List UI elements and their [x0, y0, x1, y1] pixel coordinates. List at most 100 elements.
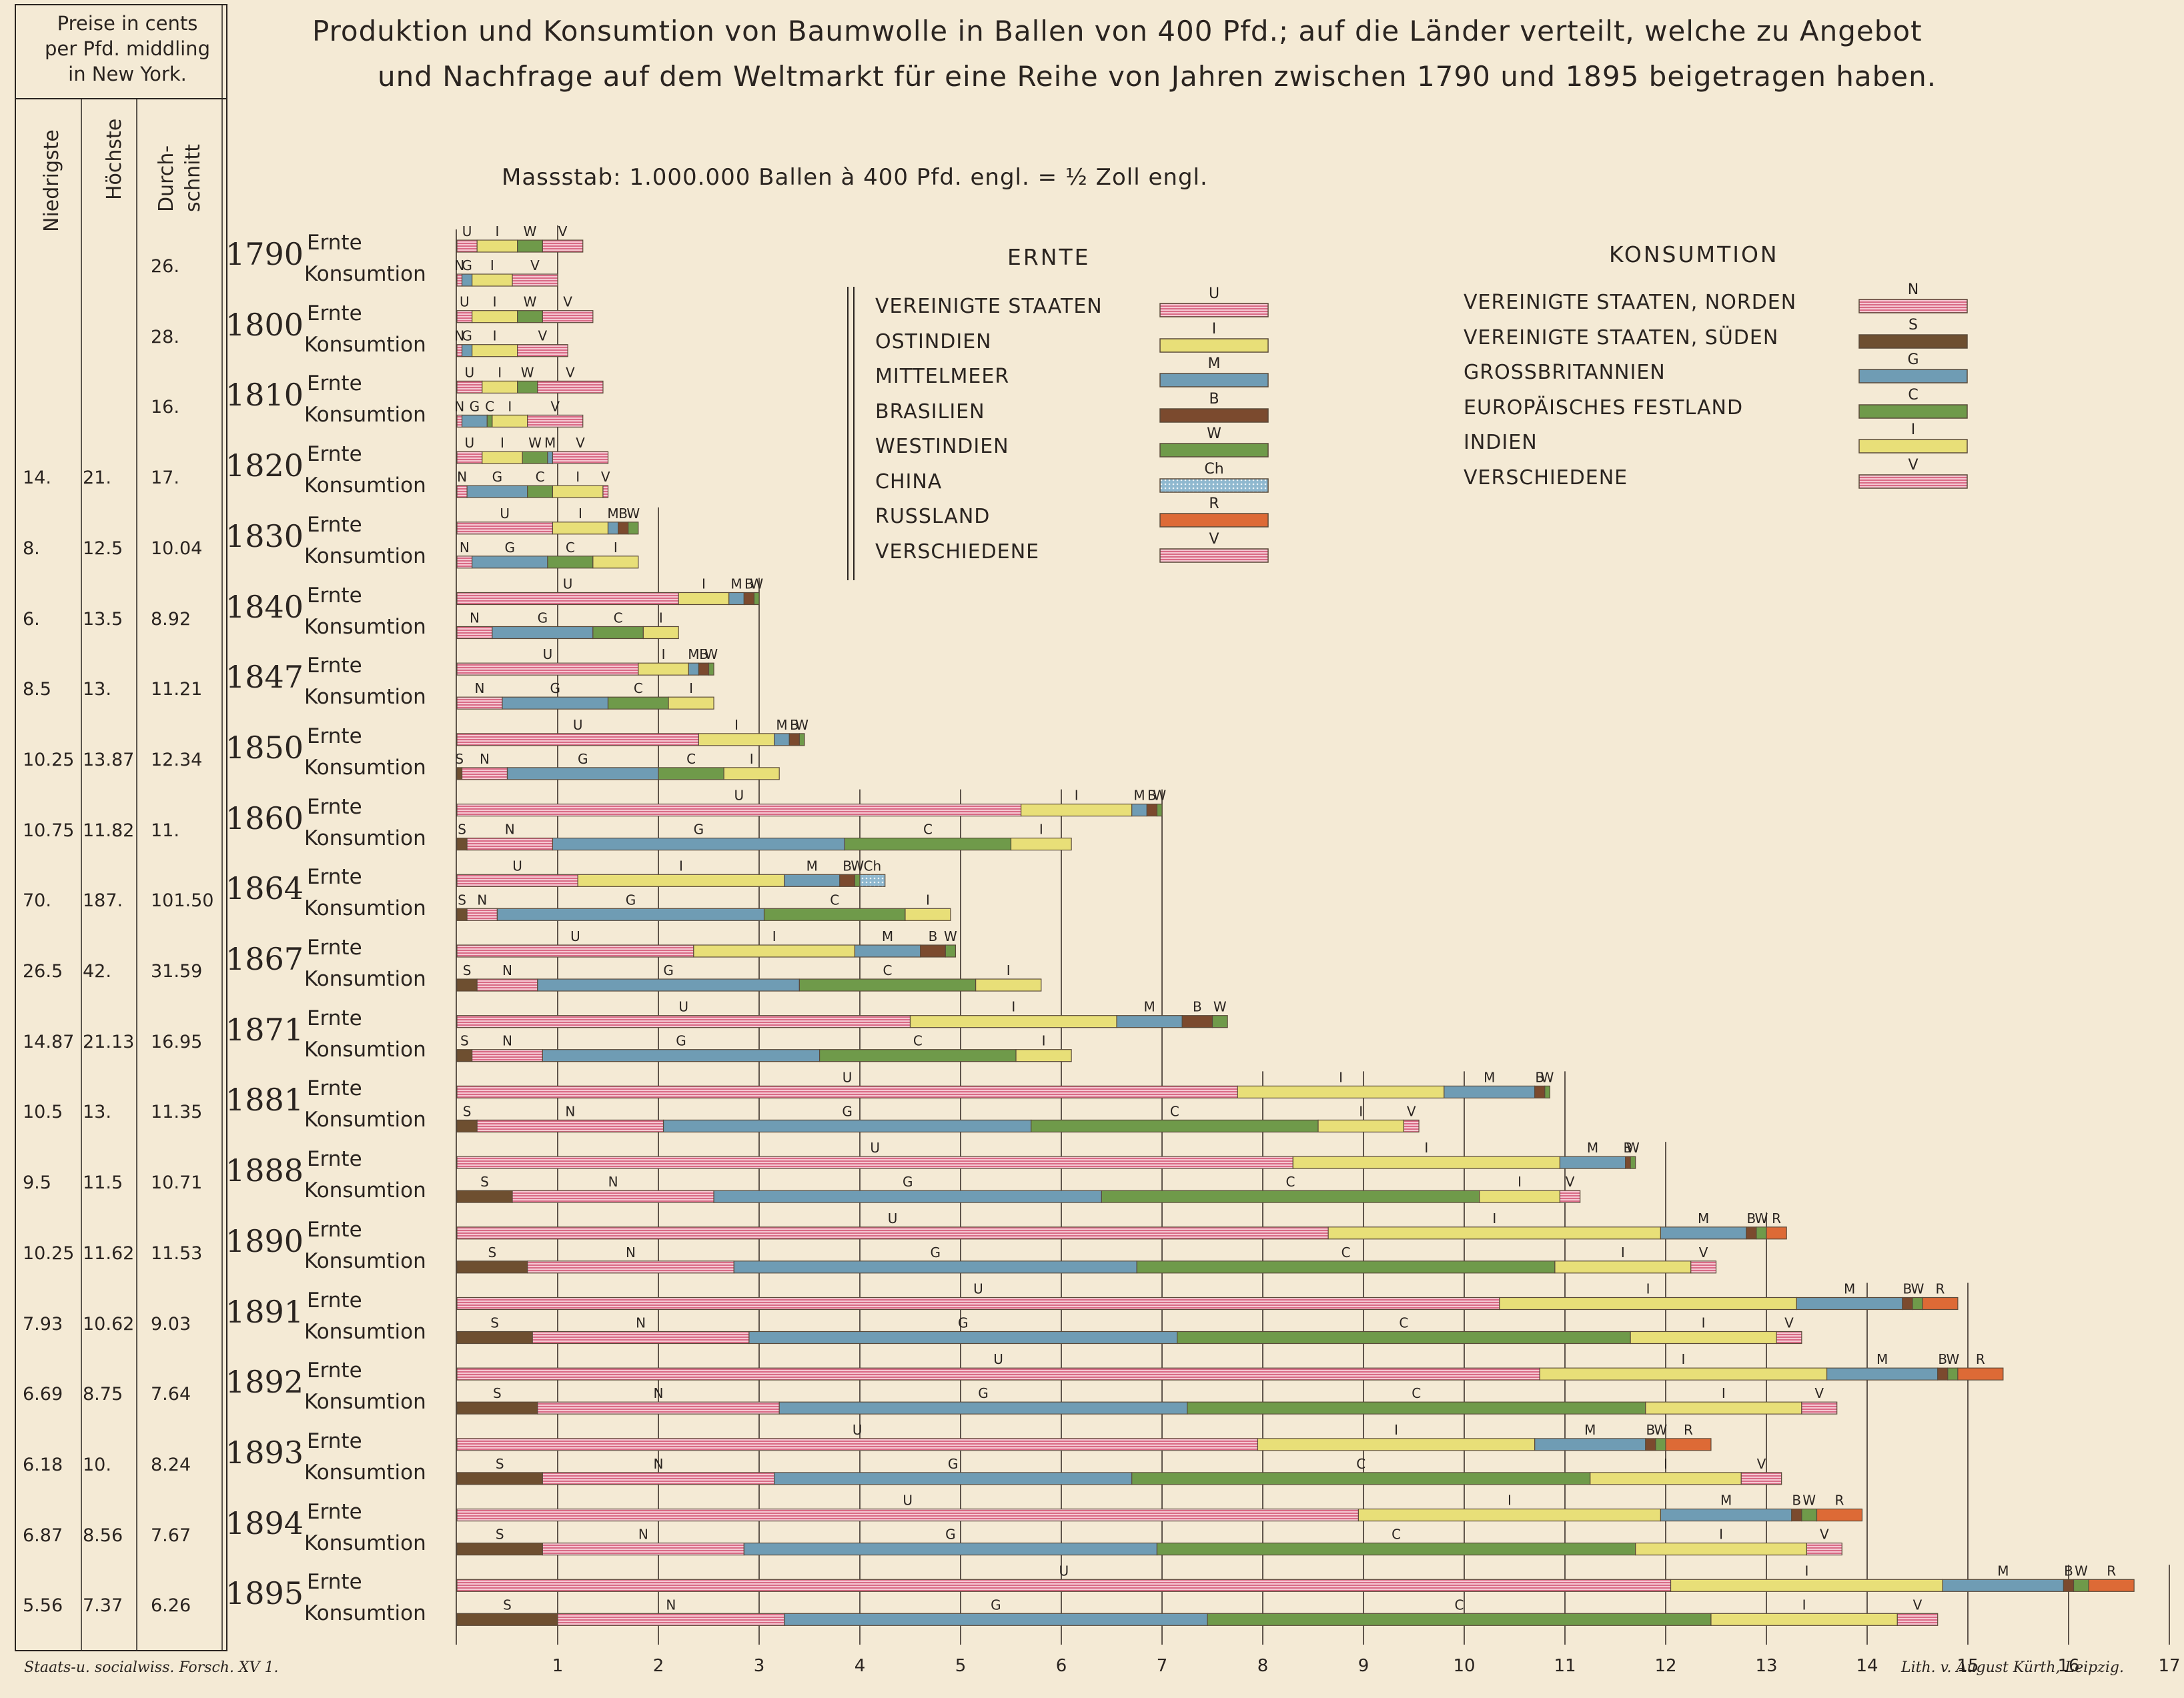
bar-ernte-w — [708, 662, 714, 676]
bar-konsumtion-n — [456, 696, 503, 710]
bar-konsumtion-s — [456, 978, 478, 992]
price-lowest: 14. — [23, 468, 51, 489]
bar-konsumtion-n — [466, 908, 498, 921]
row-label-consumption: Konsumtion — [304, 403, 426, 428]
bar-ernte-i — [482, 380, 518, 394]
legend-crop-w-swatch — [1159, 443, 1269, 458]
year-label: 1790 — [225, 236, 304, 272]
row-label-consumption: Konsumtion — [304, 1248, 426, 1273]
bar-ernte-w — [1912, 1297, 1923, 1311]
segment-code-label: W — [1911, 1281, 1925, 1297]
bar-konsumtion-s — [456, 1543, 543, 1556]
segment-code-label: I — [772, 928, 776, 944]
legend-crop-b-name: BRASILIEN — [875, 399, 985, 423]
row-label-consumption: Konsumtion — [304, 1390, 426, 1415]
segment-code-label: G — [462, 257, 472, 273]
bar-ernte-i — [552, 522, 609, 535]
legend-consumption-n-swatch — [1858, 299, 1968, 313]
bar-konsumtion-i — [592, 556, 639, 569]
price-highest: 13.5 — [83, 608, 123, 630]
segment-code-label: I — [1359, 1103, 1363, 1119]
bar-konsumtion-v — [527, 414, 584, 428]
segment-code-label: W — [524, 294, 537, 310]
price-average: 101.50 — [151, 890, 214, 912]
bar-konsumtion-c — [1177, 1331, 1631, 1345]
bar-ernte-u — [456, 592, 679, 606]
segment-code-label: B — [1903, 1281, 1913, 1297]
segment-code-label: B — [1193, 999, 1202, 1015]
segment-code-label: R — [1936, 1281, 1945, 1297]
bar-konsumtion-s — [456, 1260, 528, 1274]
segment-code-label: N — [454, 257, 464, 273]
segment-code-label: S — [455, 751, 464, 767]
bar-konsumtion-c — [527, 485, 554, 498]
price-highest: 13. — [83, 679, 111, 700]
bar-ernte-w — [1756, 1226, 1767, 1240]
bar-ernte-i — [476, 239, 518, 253]
bar-ernte-w — [522, 451, 548, 464]
bar-ernte-w — [1655, 1438, 1666, 1451]
bar-konsumtion-n — [537, 1401, 780, 1415]
segment-code-label: V — [566, 364, 575, 380]
bar-ernte-w — [1211, 1015, 1228, 1028]
segment-code-label: S — [458, 892, 466, 908]
legend-consumption-v-code: V — [1908, 456, 1919, 474]
bar-konsumtion-c — [658, 767, 724, 780]
bar-konsumtion-g — [492, 626, 594, 640]
x-tick-label: 4 — [855, 1656, 866, 1676]
legend-consumption-c-swatch — [1858, 403, 1968, 419]
year-label: 1850 — [225, 729, 304, 766]
row-label-consumption: Konsumtion — [304, 262, 426, 286]
bar-ernte-i — [482, 451, 523, 464]
bar-ernte-m — [1796, 1297, 1903, 1311]
year-label: 1830 — [225, 518, 304, 554]
bar-ernte-w — [516, 239, 543, 253]
segment-code-label: C — [686, 751, 696, 767]
legend-consumption-s-code: S — [1908, 316, 1918, 333]
price-average: 8.24 — [151, 1454, 191, 1475]
bar-konsumtion-i — [492, 414, 528, 428]
legend-consumption-title: KONSUMTION — [1609, 241, 1779, 267]
bar-ernte-m — [1559, 1156, 1626, 1169]
price-highest: 10. — [83, 1454, 111, 1475]
segment-code-label: W — [704, 646, 718, 662]
bar-ernte-b — [2063, 1579, 2075, 1592]
segment-code-label: G — [948, 1456, 959, 1472]
segment-code-label: C — [923, 822, 933, 838]
price-average: 7.67 — [151, 1525, 191, 1546]
segment-code-label: B — [699, 646, 708, 662]
segment-code-label: G — [663, 962, 674, 978]
segment-code-label: M — [806, 858, 818, 874]
legend-consumption-g-swatch — [1858, 369, 1968, 383]
segment-code-label: B — [1938, 1351, 1947, 1367]
bar-ernte-i — [698, 733, 775, 746]
bar-konsumtion-c — [844, 837, 1012, 851]
price-average: 11. — [151, 820, 179, 841]
chart-title-line-1: Produktion und Konsumtion von Baumwolle … — [312, 15, 1923, 47]
segment-code-label: I — [578, 506, 582, 522]
bar-konsumtion-g — [743, 1543, 1158, 1556]
row-label-crop: Ernte — [307, 1429, 362, 1453]
segment-code-label: V — [1757, 1456, 1766, 1472]
row-label-consumption: Konsumtion — [304, 967, 426, 991]
segment-code-label: G — [842, 1103, 853, 1119]
segment-code-label: M — [1698, 1210, 1709, 1226]
segment-code-label: M — [776, 717, 787, 733]
bar-ernte-i — [1327, 1226, 1662, 1240]
legend-crop-w-code: W — [1207, 426, 1221, 442]
bar-konsumtion-s — [456, 1401, 538, 1415]
legend-consumption-n-code: N — [1907, 281, 1919, 298]
year-label: 1888 — [225, 1152, 304, 1189]
legend-crop-m-code: M — [1207, 355, 1221, 372]
bar-konsumtion-n — [476, 978, 538, 992]
segment-code-label: C — [1454, 1597, 1464, 1613]
segment-code-label: U — [973, 1281, 983, 1297]
segment-code-label: M — [1584, 1422, 1596, 1438]
row-label-crop: Ernte — [307, 583, 362, 608]
bar-konsumtion-n — [476, 1119, 664, 1133]
bar-ernte-u — [456, 380, 483, 394]
row-label-crop: Ernte — [307, 1570, 362, 1595]
year-label: 1871 — [225, 1011, 304, 1048]
bar-konsumtion-i — [723, 767, 780, 780]
